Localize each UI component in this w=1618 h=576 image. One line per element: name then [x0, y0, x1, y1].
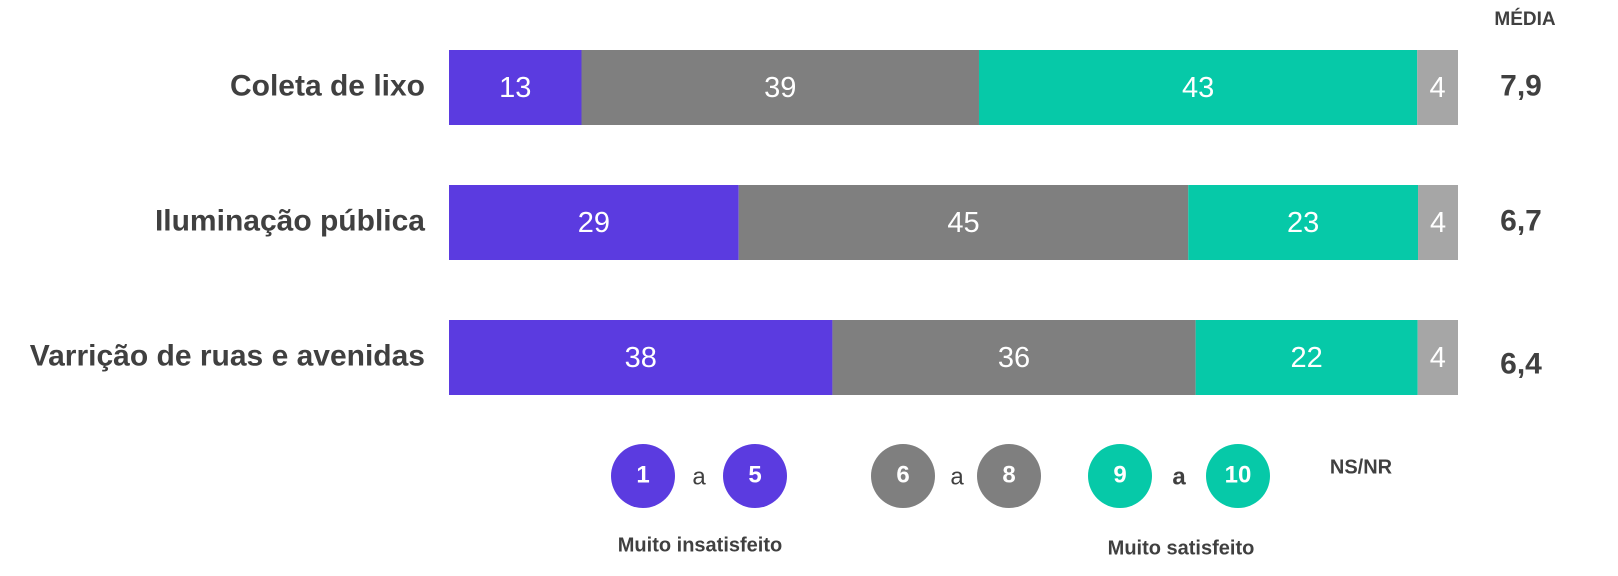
category-label: Coleta de lixo	[230, 69, 425, 102]
value-label: 22	[1291, 342, 1323, 374]
category-label: Varrição de ruas e avenidas	[30, 339, 425, 372]
legend-circle	[723, 444, 787, 508]
value-label: 29	[578, 207, 610, 239]
value-label: 23	[1287, 207, 1319, 239]
bar-segment	[1195, 320, 1418, 395]
bar-segment	[1418, 185, 1458, 260]
value-label: 13	[499, 72, 531, 104]
value-label: 38	[625, 342, 657, 374]
value-label: 39	[764, 72, 796, 104]
value-label: 4	[1430, 72, 1446, 104]
media-header: MÉDIA	[1494, 8, 1556, 30]
media-value: 7,9	[1500, 69, 1542, 102]
legend-to: 8	[1002, 461, 1015, 488]
annotation: Muito satisfeito	[1108, 537, 1255, 559]
value-label: 4	[1430, 207, 1446, 239]
legend-from: 1	[636, 461, 649, 488]
legend-circle	[1206, 444, 1270, 508]
legend-circle	[977, 444, 1041, 508]
legend-sep: a	[1172, 463, 1186, 490]
legend-circle	[611, 444, 675, 508]
legend-from: 9	[1113, 461, 1126, 488]
value-label: 45	[947, 207, 979, 239]
bar-segment	[738, 185, 1189, 260]
legend-from: 6	[896, 461, 909, 488]
media-value: 6,7	[1500, 204, 1542, 237]
value-label: 4	[1430, 342, 1446, 374]
category-label: Iluminação pública	[155, 204, 425, 237]
bar-segment	[449, 50, 582, 125]
legend-sep: a	[692, 463, 706, 490]
value-label: 43	[1182, 72, 1214, 104]
annotation: Muito insatisfeito	[618, 534, 782, 556]
bar-segment	[832, 320, 1196, 395]
legend-sep: a	[950, 463, 964, 490]
bar-segment	[1417, 50, 1458, 125]
value-label: 36	[998, 342, 1030, 374]
legend-to: 5	[748, 461, 761, 488]
bar-segment	[1417, 320, 1458, 395]
legend-label: NS/NR	[1330, 456, 1393, 478]
legend-to: 10	[1225, 461, 1252, 488]
legend-circle	[1088, 444, 1152, 508]
bar-segment	[449, 185, 739, 260]
legend-circle	[871, 444, 935, 508]
media-value: 6,4	[1500, 347, 1542, 380]
bar-segment	[1188, 185, 1419, 260]
bar-segment	[978, 50, 1418, 125]
bar-segment	[581, 50, 979, 125]
bar-segment	[449, 320, 833, 395]
